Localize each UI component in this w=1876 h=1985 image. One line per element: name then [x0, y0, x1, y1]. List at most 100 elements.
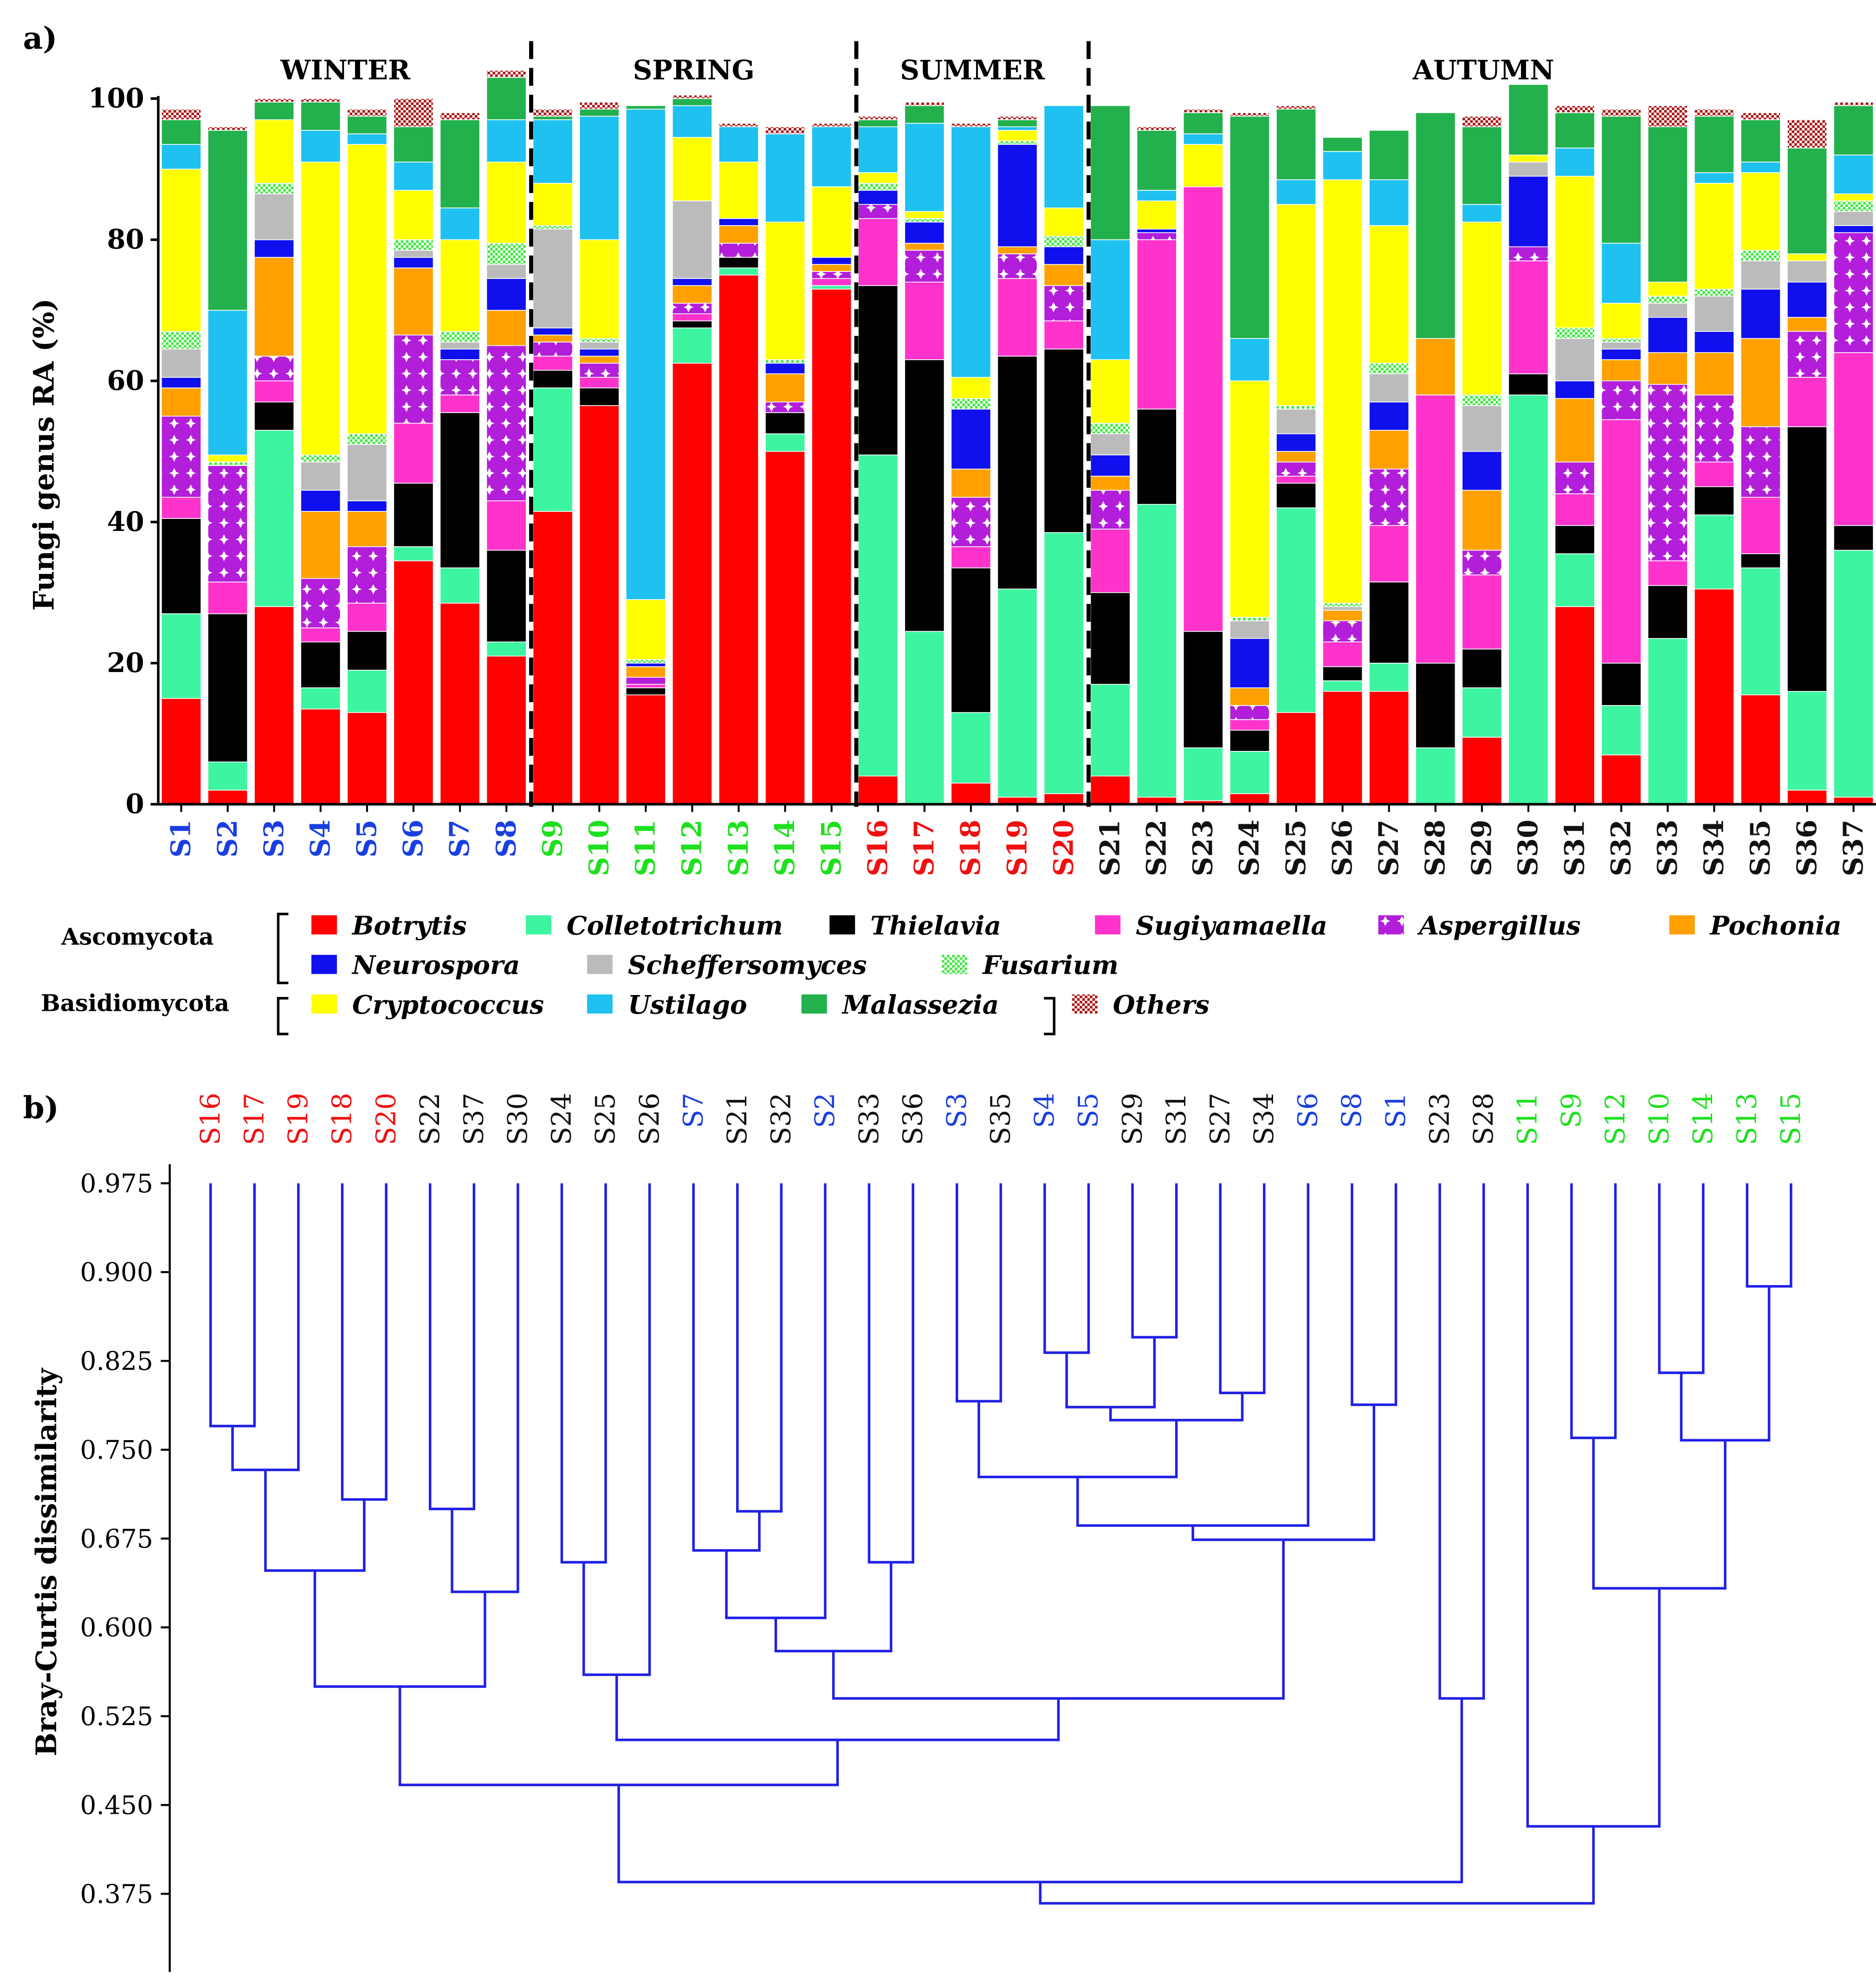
bar-s5-aspergillus [347, 546, 388, 604]
bar-s33-scheffersomyces [1647, 303, 1688, 318]
bar-s36-neurospora [1787, 281, 1827, 318]
bar-s7-aspergillus [440, 359, 480, 395]
bar-s9-malassezia [532, 116, 573, 120]
bar-stack-s22 [1136, 126, 1177, 805]
bar-s29-scheffersomyces [1462, 405, 1502, 452]
bar-s37-cryptococcus [1833, 193, 1874, 201]
bar-s2-colletotrichum [207, 761, 248, 791]
bar-s35-ustilago [1740, 162, 1781, 173]
bar-s29-aspergillus [1462, 550, 1502, 575]
bar-s11-ustilago [625, 109, 666, 600]
bar-s26-fusarium [1322, 602, 1363, 607]
leaf-label-s17: S17 [239, 1093, 270, 1145]
bar-s7-colletotrichum [440, 567, 480, 604]
bar-s31-others [1554, 105, 1595, 113]
bar-s6-colletotrichum [393, 546, 434, 562]
bar-s19-cryptococcus [997, 129, 1038, 142]
bar-stack-s36 [1787, 119, 1827, 805]
bar-s37-ustilago [1833, 155, 1874, 194]
leaf-label-s31: S31 [1160, 1093, 1192, 1145]
bar-s31-cryptococcus [1554, 175, 1595, 329]
bar-stack-s29 [1462, 116, 1502, 805]
leaf-label-s34: S34 [1248, 1093, 1280, 1145]
legend-swatch-aspergillus [1378, 915, 1404, 935]
bar-stack-s19 [997, 116, 1038, 805]
dendrogram-link-36 [1039, 1826, 1595, 1905]
x-tick-label-s30: S30 [1512, 820, 1544, 876]
bar-s3-pochonia [254, 257, 295, 357]
bar-s22-ustilago [1136, 190, 1177, 201]
bar-s21-fusarium [1090, 422, 1131, 434]
bar-s27-pochonia [1369, 430, 1410, 470]
dendrogram-link-6 [451, 1183, 519, 1593]
bar-stack-s18 [951, 123, 991, 805]
bar-s23-others [1183, 109, 1223, 113]
dendrogram-y-tick-label-0.375: 0.375 [80, 1879, 153, 1909]
dendrogram-link-20 [955, 1183, 1003, 1403]
bar-s28-pochonia [1415, 338, 1456, 395]
bar-s27-fusarium [1369, 362, 1410, 375]
dendrogram-y-tick-label-0.6: 0.600 [80, 1613, 153, 1642]
legend-label-sugiyamaella: Sugiyamaella [1136, 910, 1327, 940]
bar-s24-colletotrichum [1229, 751, 1270, 794]
bar-s31-thielavia [1554, 525, 1595, 554]
bar-s19-colletotrichum [997, 588, 1038, 798]
bar-s28-thielavia [1415, 662, 1456, 749]
bar-stack-s33 [1647, 105, 1688, 805]
bar-s10-neurospora [579, 349, 620, 357]
bar-s16-fusarium [858, 183, 899, 191]
bar-s4-sugiyamaella [300, 627, 341, 643]
bar-s11-cryptococcus [625, 599, 666, 660]
bar-s15-ustilago [811, 126, 852, 188]
leaf-label-s22: S22 [414, 1093, 446, 1145]
x-tick-label-s32: S32 [1605, 820, 1637, 876]
bar-s27-sugiyamaella [1369, 525, 1410, 582]
bar-s36-thielavia [1787, 426, 1827, 692]
leaf-label-s20: S20 [370, 1093, 401, 1145]
bar-s21-pochonia [1090, 476, 1131, 491]
leaf-label-s35: S35 [985, 1093, 1016, 1145]
bar-s8-sugiyamaella [486, 500, 527, 551]
bar-stack-s32 [1601, 109, 1642, 805]
bar-s29-thielavia [1462, 648, 1502, 688]
bar-s9-scheffersomyces [532, 228, 573, 329]
bar-s34-thielavia [1694, 486, 1734, 516]
leaf-label-s28: S28 [1468, 1093, 1499, 1145]
bar-stack-s24 [1229, 112, 1270, 805]
bar-s1-thielavia [161, 518, 201, 614]
legend-swatch-ustilago [587, 994, 613, 1014]
bar-s15-sugiyamaella [811, 278, 852, 286]
bar-stack-s26 [1322, 137, 1363, 805]
bar-s6-sugiyamaella [393, 422, 434, 484]
bar-s9-fusarium [532, 225, 573, 230]
bar-s31-neurospora [1554, 380, 1595, 399]
leaf-label-s14: S14 [1687, 1093, 1719, 1145]
bar-s6-botrytis [393, 560, 434, 805]
bar-s1-ustilago [161, 144, 201, 170]
bar-s8-others [486, 70, 527, 78]
bar-s24-neurospora [1229, 638, 1270, 688]
bar-s36-aspergillus [1787, 331, 1827, 378]
bar-s36-sugiyamaella [1787, 377, 1827, 427]
dendrogram-link-22 [1076, 1183, 1310, 1527]
bar-s12-cryptococcus [672, 137, 712, 201]
legend-swatch-sugiyamaella [1095, 915, 1121, 935]
bar-s16-malassezia [858, 119, 899, 128]
bar-s32-aspergillus [1601, 380, 1642, 420]
bar-s2-aspergillus [207, 465, 248, 582]
bar-s13-cryptococcus [718, 162, 759, 219]
bar-s17-others [904, 102, 945, 106]
bar-s34-ustilago [1694, 172, 1734, 184]
bar-s21-ustilago [1090, 239, 1131, 360]
bar-s14-neurospora [765, 362, 806, 375]
bar-s15-aspergillus [811, 271, 852, 279]
bar-s3-botrytis [254, 606, 295, 805]
bar-s17-colletotrichum [904, 631, 945, 805]
bar-s35-sugiyamaella [1740, 497, 1781, 554]
legend-item-fusarium: Fusarium [942, 950, 1119, 980]
bar-s31-malassezia [1554, 112, 1595, 149]
bar-s21-thielavia [1090, 592, 1131, 685]
bar-s24-ustilago [1229, 338, 1270, 381]
bar-s11-neurospora [625, 662, 666, 667]
bar-s4-thielavia [300, 641, 341, 688]
